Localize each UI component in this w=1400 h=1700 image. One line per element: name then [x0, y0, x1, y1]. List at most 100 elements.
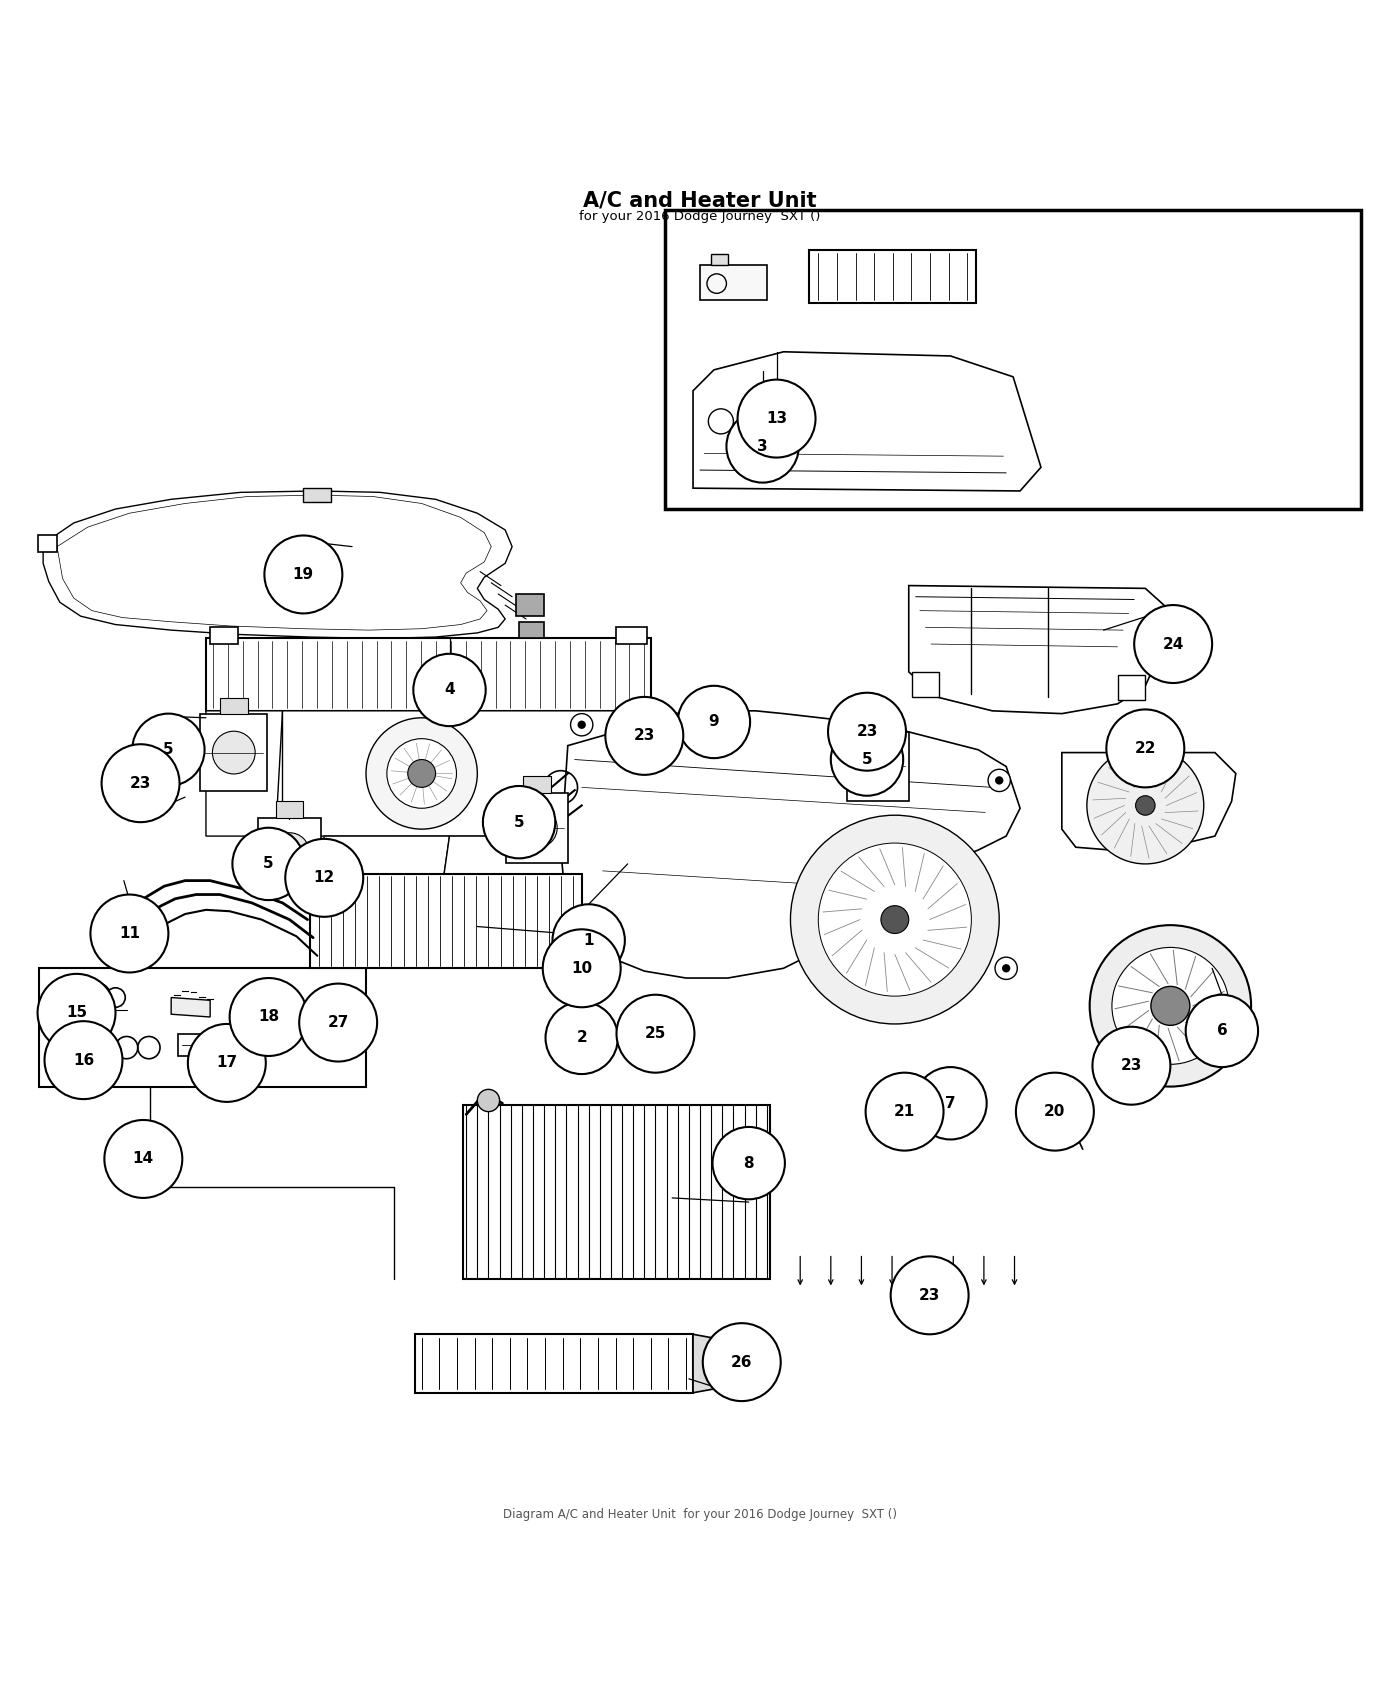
Polygon shape: [909, 585, 1173, 714]
Text: A/C and Heater Unit: A/C and Heater Unit: [584, 190, 816, 211]
Circle shape: [703, 1323, 781, 1401]
Text: 8: 8: [743, 1156, 755, 1171]
Text: 16: 16: [73, 1052, 94, 1068]
Circle shape: [546, 1001, 617, 1074]
Text: 1: 1: [584, 933, 594, 949]
Bar: [934, 1100, 956, 1115]
Polygon shape: [171, 998, 210, 1017]
Circle shape: [1112, 947, 1229, 1064]
Text: 15: 15: [66, 1005, 87, 1020]
Text: 5: 5: [263, 857, 274, 872]
Bar: [200, 714, 267, 791]
Circle shape: [713, 1127, 785, 1198]
Bar: [864, 716, 892, 731]
Circle shape: [102, 745, 179, 823]
Bar: [463, 1105, 770, 1278]
Text: Diagram A/C and Heater Unit  for your 2016 Dodge Journey  SXT (): Diagram A/C and Heater Unit for your 201…: [503, 1508, 897, 1522]
Circle shape: [230, 977, 308, 1056]
Circle shape: [578, 721, 585, 729]
Circle shape: [858, 746, 899, 787]
Circle shape: [105, 1120, 182, 1198]
Bar: [665, 209, 1361, 508]
Text: 26: 26: [731, 1355, 752, 1370]
Text: 27: 27: [328, 1015, 349, 1030]
Bar: [414, 1334, 693, 1392]
Circle shape: [1089, 925, 1252, 1086]
Circle shape: [407, 760, 435, 787]
Text: 17: 17: [216, 1056, 238, 1071]
Text: 23: 23: [634, 728, 655, 743]
Bar: [39, 969, 365, 1086]
Circle shape: [914, 1068, 987, 1139]
Circle shape: [477, 1090, 500, 1112]
Text: 25: 25: [645, 1027, 666, 1040]
Circle shape: [213, 731, 255, 774]
Text: 4: 4: [444, 682, 455, 697]
Text: 23: 23: [130, 775, 151, 791]
Bar: [711, 255, 728, 265]
Text: 5: 5: [861, 751, 872, 767]
Circle shape: [1186, 994, 1259, 1068]
Text: 19: 19: [293, 568, 314, 581]
Text: 24: 24: [1162, 636, 1184, 651]
Circle shape: [543, 930, 620, 1008]
Circle shape: [818, 843, 972, 996]
Circle shape: [1016, 1073, 1093, 1151]
Circle shape: [605, 697, 683, 775]
Polygon shape: [637, 711, 693, 767]
Polygon shape: [206, 711, 283, 836]
Bar: [888, 1105, 913, 1122]
Circle shape: [616, 994, 694, 1073]
Polygon shape: [283, 711, 637, 836]
Circle shape: [365, 717, 477, 830]
Bar: [616, 627, 647, 644]
Text: 14: 14: [133, 1151, 154, 1166]
Bar: [210, 627, 238, 644]
Circle shape: [995, 957, 1018, 979]
Circle shape: [738, 379, 816, 457]
Circle shape: [1002, 964, 1011, 972]
Bar: [220, 697, 248, 714]
Text: 12: 12: [314, 870, 335, 886]
Circle shape: [890, 1256, 969, 1334]
Circle shape: [483, 785, 556, 858]
Circle shape: [827, 692, 906, 770]
Circle shape: [706, 707, 717, 719]
Circle shape: [995, 777, 1004, 785]
Circle shape: [988, 770, 1011, 792]
Circle shape: [1086, 746, 1204, 864]
Circle shape: [38, 974, 115, 1052]
Circle shape: [571, 714, 592, 736]
Circle shape: [881, 906, 909, 933]
Text: 2: 2: [577, 1030, 587, 1046]
Text: 23: 23: [1121, 1057, 1142, 1073]
Circle shape: [265, 536, 343, 614]
Circle shape: [91, 894, 168, 972]
Circle shape: [830, 724, 903, 796]
Circle shape: [678, 685, 750, 758]
Text: 10: 10: [571, 960, 592, 976]
Bar: [700, 265, 767, 301]
Circle shape: [284, 1005, 309, 1030]
Bar: [911, 672, 939, 697]
Circle shape: [45, 1022, 122, 1100]
Circle shape: [300, 984, 377, 1061]
Bar: [118, 898, 139, 925]
Polygon shape: [561, 711, 1021, 978]
Text: 23: 23: [857, 724, 878, 740]
Text: 7: 7: [945, 1096, 956, 1110]
Text: 11: 11: [119, 927, 140, 942]
Bar: [38, 536, 57, 552]
Polygon shape: [442, 836, 575, 889]
Circle shape: [553, 904, 624, 976]
Bar: [178, 1034, 241, 1056]
Bar: [311, 874, 582, 969]
Circle shape: [578, 945, 585, 954]
Text: 5: 5: [162, 743, 174, 756]
Bar: [637, 1006, 659, 1061]
Text: 22: 22: [1134, 741, 1156, 757]
Bar: [517, 593, 545, 615]
Bar: [847, 731, 910, 801]
Text: 6: 6: [1217, 1023, 1228, 1039]
Circle shape: [386, 740, 456, 808]
